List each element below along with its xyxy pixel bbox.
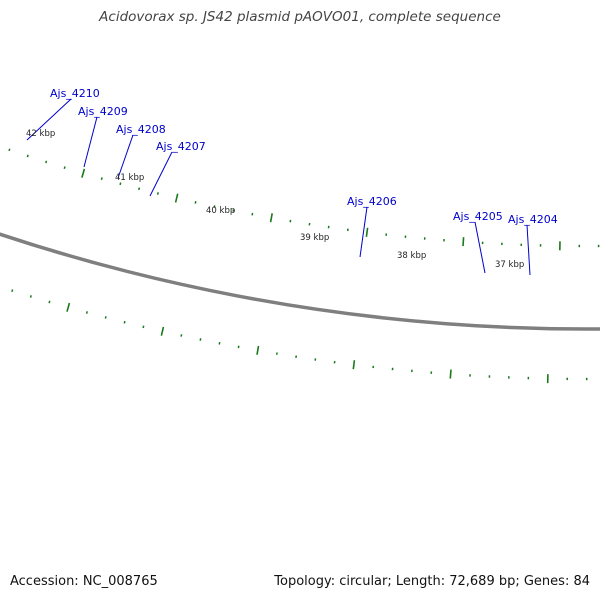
tick-mark xyxy=(100,177,103,181)
tick-mark xyxy=(11,289,14,293)
tick-mark xyxy=(104,316,107,319)
tick-mark xyxy=(180,334,183,337)
kbp-label: 40 kbp xyxy=(206,206,235,216)
tick-mark xyxy=(194,201,197,204)
tick-mark xyxy=(81,168,86,178)
map-title: Acidovorax sp. JS42 plasmid pAOVO01, com… xyxy=(99,9,501,25)
tick-mark xyxy=(85,311,88,314)
gene-label: Ajs_4206 xyxy=(347,195,397,208)
tick-mark xyxy=(48,300,51,304)
label-leader-line xyxy=(83,116,98,168)
label-leader-line xyxy=(26,98,72,141)
tick-mark xyxy=(142,325,145,329)
position-labels: 42 kbp 41 kbp 40 kbp 39 kbp 38 kbp 37 kbp xyxy=(26,129,524,270)
inner-tick-ring xyxy=(8,148,600,251)
kbp-label: 37 kbp xyxy=(495,260,524,270)
tick-mark xyxy=(199,338,202,341)
tick-mark xyxy=(232,209,235,212)
tick-mark xyxy=(63,166,66,170)
label-leader-line xyxy=(359,206,368,258)
label-leader-line xyxy=(117,134,134,179)
tick-mark xyxy=(45,160,48,164)
label-leader-line xyxy=(474,221,486,274)
tick-mark xyxy=(123,320,126,324)
gene-label: Ajs_4208 xyxy=(116,123,166,136)
tick-mark xyxy=(29,295,32,298)
gene-label: Ajs_4204 xyxy=(508,213,558,226)
plasmid-backbone xyxy=(0,232,600,331)
tick-mark xyxy=(119,182,122,186)
tick-mark xyxy=(365,227,369,237)
tick-mark xyxy=(251,212,254,216)
tick-mark xyxy=(449,369,452,379)
tick-mark xyxy=(174,193,179,203)
tick-mark xyxy=(352,360,356,370)
tick-mark xyxy=(138,187,141,191)
kbp-label: 39 kbp xyxy=(300,233,329,243)
kbp-label: 42 kbp xyxy=(26,129,55,139)
tick-mark xyxy=(462,237,465,247)
outer-tick-ring xyxy=(11,289,588,384)
tick-mark xyxy=(269,213,273,223)
summary-label: Topology: circular; Length: 72,689 bp; G… xyxy=(274,574,590,589)
tick-mark xyxy=(26,154,29,158)
kbp-label: 41 kbp xyxy=(115,173,144,183)
tick-mark xyxy=(256,345,260,355)
tick-mark xyxy=(213,205,216,208)
tick-mark xyxy=(156,192,159,195)
tick-mark xyxy=(8,148,11,152)
gene-label: Ajs_4207 xyxy=(156,140,206,153)
label-leader-line xyxy=(149,151,173,197)
accession-label: Accession: NC_008765 xyxy=(10,574,158,589)
kbp-label: 38 kbp xyxy=(397,251,426,261)
label-leader-line xyxy=(526,224,531,276)
gene-labels: Ajs_4210 Ajs_4209 Ajs_4208 Ajs_4207 Ajs_4206… xyxy=(26,87,558,276)
tick-mark xyxy=(66,302,71,312)
tick-mark xyxy=(160,326,165,336)
gene-label: Ajs_4209 xyxy=(78,105,128,118)
gene-label: Ajs_4205 xyxy=(453,210,503,223)
gene-label: Ajs_4210 xyxy=(50,87,100,100)
